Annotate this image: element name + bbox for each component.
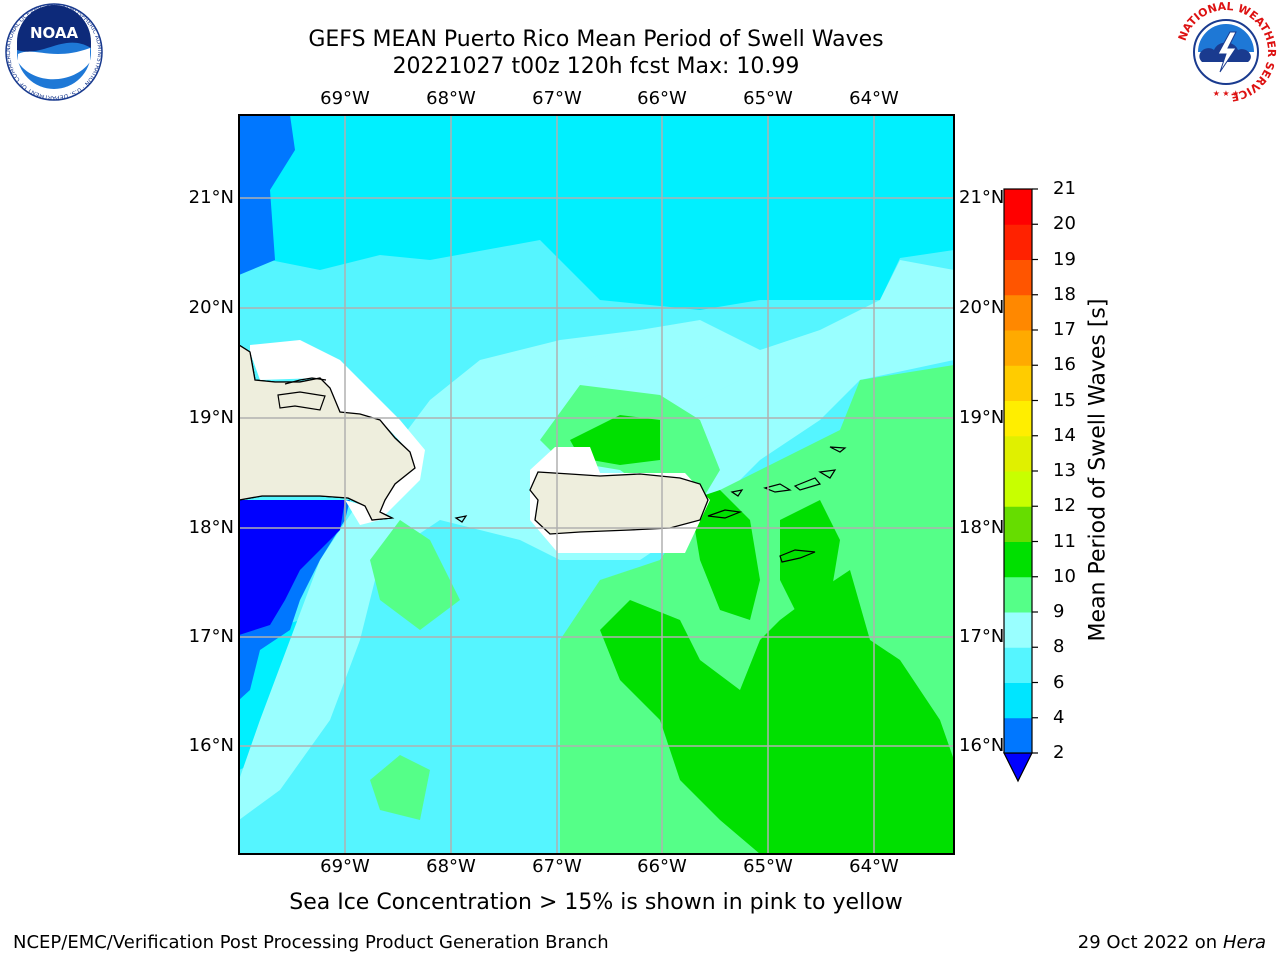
lon-tick-top-64w: 64°W [849,88,899,109]
lat-tick-right-20n: 20°N [959,297,1005,318]
colorbar-label: 19 [1053,248,1076,270]
colorbar-segment [1004,717,1032,754]
colorbar-segment [1004,435,1032,472]
lon-tick-bottom-68w: 68°W [426,856,476,877]
credit-date: 29 Oct 2022 on Hera [1078,932,1266,953]
map-frame [238,114,955,855]
colorbar-segment [1004,612,1032,648]
sea-ice-note: Sea Ice Concentration > 15% is shown in … [289,890,903,915]
lon-tick-top-65w: 65°W [743,88,793,109]
colorbar-label: 17 [1053,319,1076,340]
lat-tick-right-16n: 16°N [959,735,1005,756]
lat-tick-right-17n: 17°N [959,626,1005,647]
lat-tick-left-16n: 16°N [188,735,234,756]
lon-tick-bottom-69w: 69°W [320,856,370,877]
lat-tick-left-17n: 17°N [188,626,234,647]
colorbar [1003,188,1038,783]
lon-tick-bottom-67w: 67°W [532,856,582,877]
lat-tick-right-18n: 18°N [959,517,1005,538]
colorbar-segment [1004,576,1032,613]
lat-tick-left-18n: 18°N [188,517,234,538]
swell-region-under-2s [239,500,345,635]
colorbar-label: 10 [1053,565,1076,587]
land-st-croix [779,549,816,563]
lon-tick-bottom-66w: 66°W [637,856,687,877]
colorbar-under-triangle [1003,752,1033,783]
lat-tick-left-20n: 20°N [188,297,234,318]
colorbar-label: 14 [1053,424,1076,446]
colorbar-segment [1004,365,1032,401]
colorbar-segment [1004,400,1032,437]
colorbar-title: Mean Period of Swell Waves [s] [1085,298,1111,642]
lon-tick-bottom-65w: 65°W [743,856,793,877]
colorbar-segment [1004,224,1032,260]
lon-tick-top-68w: 68°W [426,88,476,109]
colorbar-segment [1004,682,1032,719]
lat-tick-right-19n: 19°N [959,407,1005,428]
colorbar-label: 15 [1053,389,1076,411]
colorbar-label: 6 [1053,671,1065,693]
lat-tick-left-21n: 21°N [188,187,234,208]
graticule [239,115,954,854]
swell-region-10-11s [600,570,954,854]
colorbar-segment [1004,506,1032,542]
map-subtitle-run: 20221027 t00z 120h fcst Max: 10.99 [392,54,800,79]
colorbar-segment [1004,647,1032,683]
lon-tick-top-67w: 67°W [532,88,582,109]
land-puerto-rico [529,471,709,535]
swell-region-2-4s [239,115,295,275]
swell-region-8-9s [239,260,954,854]
colorbar-label: 4 [1053,706,1065,728]
colorbar-segment [1004,189,1032,225]
colorbar-label: 18 [1053,283,1076,305]
colorbar-label: 9 [1053,601,1065,622]
colorbar-label: 21 [1053,178,1076,199]
lon-tick-bottom-64w: 64°W [849,856,899,877]
colorbar-label: 12 [1053,495,1076,517]
credit-machine: Hera [1222,932,1266,953]
colorbar-label: 2 [1053,742,1065,763]
land-vieques [707,509,743,519]
credit-branch: NCEP/EMC/Verification Post Processing Pr… [13,932,609,953]
credit-date-text: 29 Oct 2022 on [1077,932,1223,953]
colorbar-label: 20 [1053,213,1076,235]
lon-tick-top-66w: 66°W [637,88,687,109]
colorbar-segment [1004,259,1032,296]
colorbar-label: 8 [1053,636,1065,658]
noaa-logo-text: NOAA [30,24,79,42]
colorbar-label: 11 [1053,530,1076,552]
noaa-logo: NATIONAL OCEANIC AND ATMOSPHERIC ADMINIS… [4,2,103,101]
lon-tick-top-69w: 69°W [320,88,370,109]
lat-tick-right-21n: 21°N [959,187,1005,208]
swell-region-4-6s-north [239,115,954,310]
colorbar-segment [1004,541,1032,578]
nws-logo: NATIONAL WEATHER SERVICE ★ ★ ★ [1176,2,1278,102]
colorbar-segment [1004,471,1032,507]
lat-tick-left-19n: 19°N [188,407,234,428]
colorbar-label: 13 [1053,460,1076,481]
colorbar-label: 16 [1053,354,1076,376]
svg-text:★ ★ ★: ★ ★ ★ [1213,89,1240,98]
colorbar-segment [1004,294,1032,331]
land-virgin-islands [763,446,847,493]
colorbar-segment [1004,330,1032,366]
map-title: GEFS MEAN Puerto Rico Mean Period of Swe… [308,27,884,52]
